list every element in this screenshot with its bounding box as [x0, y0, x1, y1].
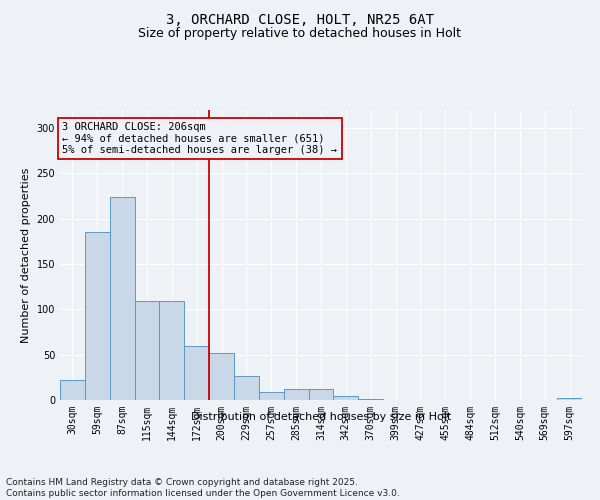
Bar — [259, 392, 284, 400]
Bar — [160, 301, 184, 400]
Bar — [557, 398, 582, 400]
Bar — [284, 389, 308, 400]
Text: Contains HM Land Registry data © Crown copyright and database right 2025.
Contai: Contains HM Land Registry data © Crown c… — [6, 478, 400, 498]
Bar — [85, 232, 110, 400]
Text: Size of property relative to detached houses in Holt: Size of property relative to detached ho… — [139, 28, 461, 40]
Bar — [134, 301, 160, 400]
Bar — [209, 353, 234, 400]
Bar — [110, 197, 134, 400]
Bar — [308, 389, 334, 400]
Bar — [358, 399, 383, 400]
Bar — [60, 380, 85, 400]
Bar — [334, 396, 358, 400]
Text: Distribution of detached houses by size in Holt: Distribution of detached houses by size … — [191, 412, 451, 422]
Y-axis label: Number of detached properties: Number of detached properties — [21, 168, 31, 342]
Text: 3 ORCHARD CLOSE: 206sqm
← 94% of detached houses are smaller (651)
5% of semi-de: 3 ORCHARD CLOSE: 206sqm ← 94% of detache… — [62, 122, 337, 155]
Bar — [184, 346, 209, 400]
Text: 3, ORCHARD CLOSE, HOLT, NR25 6AT: 3, ORCHARD CLOSE, HOLT, NR25 6AT — [166, 12, 434, 26]
Bar — [234, 376, 259, 400]
